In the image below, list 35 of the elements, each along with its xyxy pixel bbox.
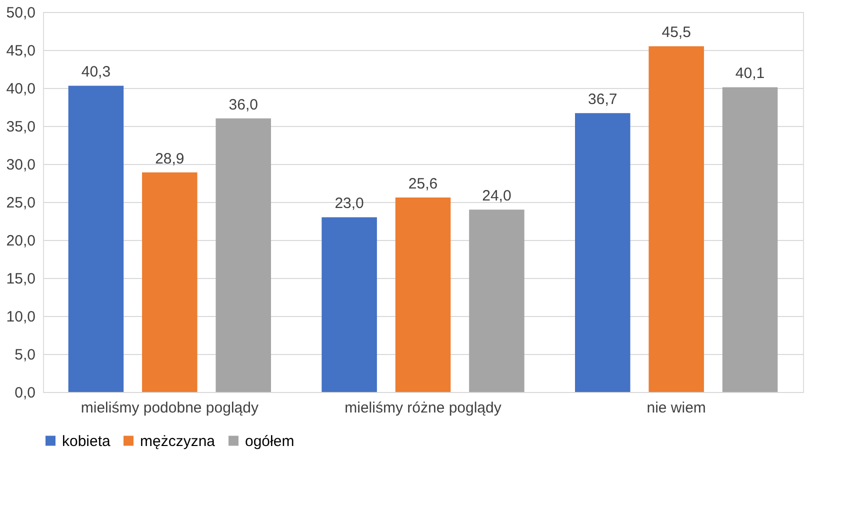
data-label: 40,1 <box>735 65 765 82</box>
y-tick-label: 0,0 <box>14 384 36 402</box>
bar <box>142 172 198 392</box>
data-label: 24,0 <box>482 188 512 205</box>
bar <box>322 217 377 392</box>
x-tick-label: nie wiem <box>646 400 706 416</box>
bar <box>216 118 271 392</box>
data-label: 40,3 <box>81 64 111 81</box>
x-tick-label: mieliśmy podobne poglądy <box>80 400 259 416</box>
data-label: 23,0 <box>334 195 364 212</box>
y-tick-label: 40,0 <box>6 80 36 98</box>
y-tick-label: 50,0 <box>6 4 36 22</box>
y-tick-label: 35,0 <box>6 118 36 136</box>
y-tick-label: 45,0 <box>6 42 36 60</box>
data-label: 36,7 <box>588 91 618 108</box>
bar <box>469 210 524 392</box>
bar <box>68 86 124 392</box>
data-label: 45,5 <box>662 24 691 42</box>
data-label: 28,9 <box>155 150 184 168</box>
legend-label: mężczyzna <box>140 432 216 450</box>
legend-label: ogółem <box>245 432 294 450</box>
y-tick-label: 15,0 <box>6 270 36 288</box>
bar <box>648 46 704 392</box>
data-label: 25,6 <box>408 175 438 192</box>
bar <box>575 113 630 392</box>
legend-label: kobieta <box>62 432 112 450</box>
x-tick-label: mieliśmy różne poglądy <box>344 400 502 416</box>
y-tick-label: 20,0 <box>6 232 36 250</box>
y-tick-label: 25,0 <box>6 194 36 212</box>
bar <box>395 197 451 392</box>
y-tick-label: 5,0 <box>14 346 36 364</box>
data-label: 36,0 <box>228 96 258 114</box>
bar <box>722 87 778 392</box>
y-tick-label: 30,0 <box>6 156 36 174</box>
y-tick-label: 10,0 <box>6 308 36 326</box>
